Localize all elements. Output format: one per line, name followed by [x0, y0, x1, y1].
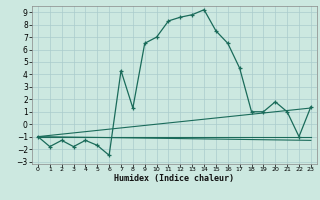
- X-axis label: Humidex (Indice chaleur): Humidex (Indice chaleur): [115, 174, 234, 183]
